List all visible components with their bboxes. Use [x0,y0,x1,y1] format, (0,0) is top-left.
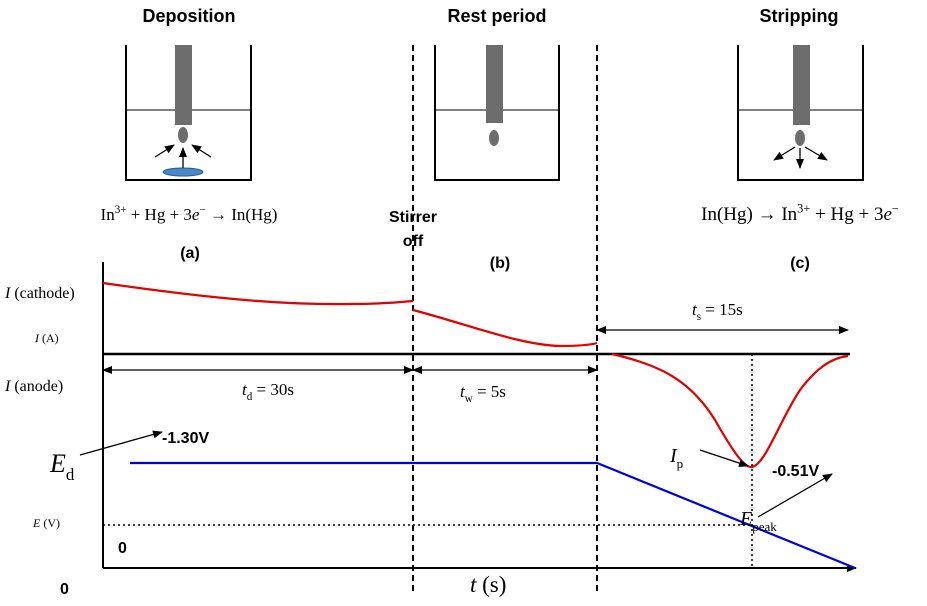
text-part: Stripping [760,6,839,26]
text-part: 0 [118,540,127,557]
text-part: E [32,516,41,530]
text-part: (c) [790,255,810,272]
peak-label: Ip [669,445,683,471]
phase-title: Deposition [143,6,236,26]
duration-arrows [102,326,849,374]
text-part: 3+ [797,201,810,215]
potential-label: -1.30V [162,430,209,447]
text-part: Deposition [143,6,236,26]
text-part: I [4,378,11,395]
text-part: (b) [490,255,510,272]
text-part: t [242,380,248,399]
equation: In(Hg) → In3+ + Hg + 3e− [701,201,899,225]
axis-title: t (s) [470,572,506,597]
text-part: I [669,445,678,467]
potential-curve [130,461,856,570]
text-part: (A) [39,331,59,345]
text-part: + Hg + 3 [810,204,883,225]
text-part: − [892,201,899,215]
origin-label: 0 [118,540,127,557]
text-part: p [677,456,684,471]
text-part: e [192,205,200,224]
text-part: t [692,300,698,319]
text-part: In(Hg) → In [701,204,798,225]
electrodes [175,45,810,146]
pointer-arrows [79,430,833,518]
text-part: (V) [40,516,60,530]
text-part: = 30s [252,380,294,399]
text-part: 3+ [115,204,127,216]
current-curve [102,281,849,469]
text-part: t [470,572,477,597]
text-part: -1.30V [162,430,209,447]
text-part: Rest period [447,6,546,26]
peak-label: Epeak [739,508,777,534]
axis-label: I (A) [34,331,59,345]
text-part: = 15s [701,300,743,319]
annotation: Stirrer [389,209,437,226]
text-part: s [697,311,701,323]
text-part: -0.51V [772,463,819,480]
beakers [125,45,864,181]
text-part: I [34,331,40,345]
annotation: off [403,233,424,250]
ion-arrows [154,144,828,169]
panel-label: (b) [490,255,510,272]
equation: In3+ + Hg + 3e− → In(Hg) [101,204,278,224]
axis-label: I (anode) [4,378,63,395]
text-part: E [739,508,752,530]
text-part: (a) [180,245,200,262]
text-part: (anode) [10,378,63,395]
origin-label: 0 [60,581,69,598]
text-part: = 5s [473,382,506,401]
axis-label: Ed [49,449,75,484]
text-part: d [66,465,75,484]
panel-label: (c) [790,255,810,272]
text-part: In [101,205,116,224]
text-part: E [49,449,66,478]
axes [102,262,857,572]
text-part: t [460,382,466,401]
text-part: 0 [60,581,69,598]
potential-label: -0.51V [772,463,819,480]
duration-label: tw = 5s [460,382,506,405]
deposit [162,167,204,177]
duration-label: ts = 15s [692,300,743,323]
text-part: peak [752,519,777,534]
axis-label: I (cathode) [4,285,75,302]
text-part: − [199,204,205,216]
guide-lines [103,354,753,568]
axis-label: E (V) [32,516,60,530]
duration-label: td = 30s [242,380,294,403]
text-part: e [883,204,891,225]
phase-title: Rest period [447,6,546,26]
text-part: Stirrer [389,209,437,226]
text-part: I [4,285,11,302]
text-part: (cathode) [10,285,74,302]
phase-dividers [412,45,598,595]
phase-title: Stripping [760,6,839,26]
text-part: w [465,393,473,405]
text-part: → In(Hg) [206,205,278,224]
text-part: (s) [476,572,506,597]
text-part: off [403,233,424,250]
text-part: + Hg + 3 [126,205,191,224]
panel-label: (a) [180,245,200,262]
text-part: d [247,391,253,403]
